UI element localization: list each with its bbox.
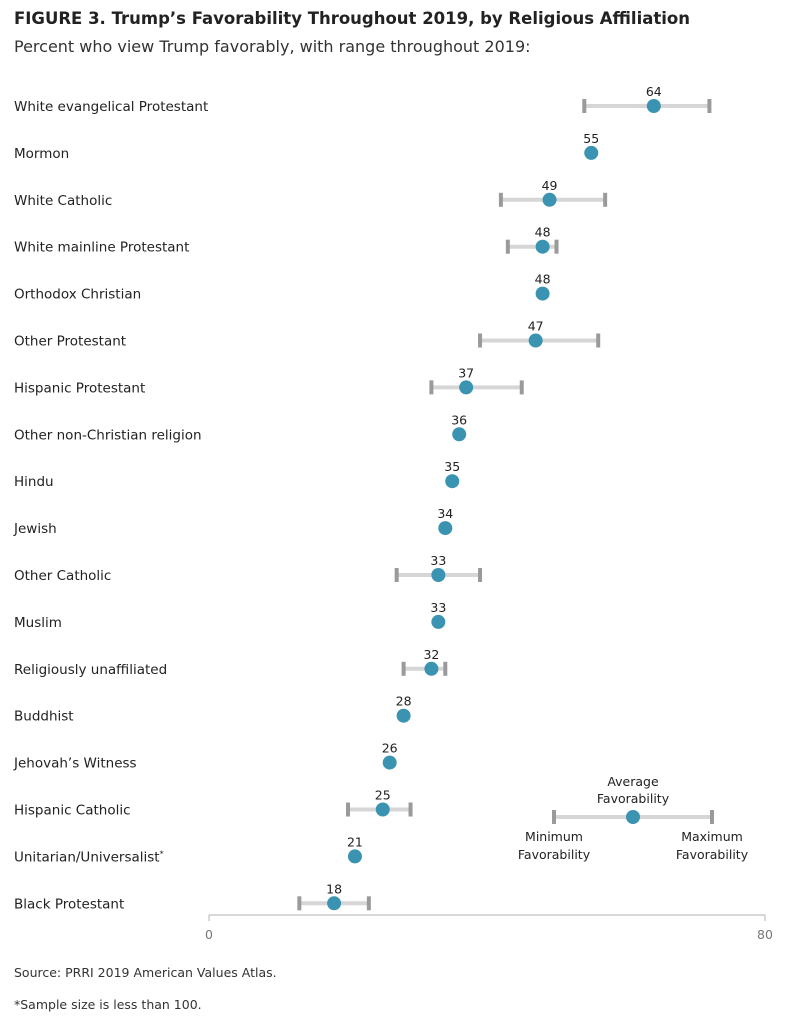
category-label-other-non-christian-religion: Other non-Christian religion — [14, 427, 202, 443]
legend-average-dot — [626, 810, 640, 824]
value-label-white-evangelical-protestant: 64 — [646, 84, 662, 99]
chart-subtitle: Percent who view Trump favorably, with r… — [14, 37, 531, 56]
row-hispanic-catholic-max-cap — [408, 802, 413, 817]
value-label-buddhist: 28 — [396, 694, 412, 709]
dot-religiously-unaffiliated — [424, 661, 439, 676]
row-other-protestant-max-cap — [596, 333, 601, 348]
dot-other-catholic — [431, 568, 446, 582]
legend-average-label-1: Average — [607, 774, 659, 789]
dot-white-mainline-protestant — [535, 239, 550, 254]
legend-max-cap — [710, 810, 714, 824]
sample-size-note: *Sample size is less than 100. — [14, 997, 202, 1012]
value-label-jewish: 34 — [437, 506, 453, 521]
category-label-black-protestant: Black Protestant — [14, 896, 124, 912]
dot-jehovah-s-witness — [382, 755, 397, 770]
value-label-muslim: 33 — [430, 600, 446, 615]
legend-average-label-2: Favorability — [597, 791, 670, 806]
category-label-white-catholic: White Catholic — [14, 193, 112, 209]
row-religiously-unaffiliated-max-cap — [443, 661, 448, 676]
value-label-hispanic-catholic: 25 — [375, 788, 391, 803]
value-label-other-catholic: 33 — [430, 553, 446, 568]
dot-white-evangelical-protestant — [646, 99, 661, 113]
value-label-hispanic-protestant: 37 — [458, 365, 474, 380]
legend-max-label-2: Favorability — [676, 847, 749, 862]
value-label-unitarian-universalist: 21 — [347, 834, 363, 849]
dot-range-chart: White evangelical Protestant 64 Mormon 55 Wh… — [13, 84, 773, 942]
category-label-jehovah-s-witness: Jehovah’s Witness — [13, 756, 137, 772]
category-label-muslim: Muslim — [14, 615, 62, 631]
dot-unitarian-universalist — [347, 849, 362, 864]
legend-min-label-2: Favorability — [518, 847, 591, 862]
category-label-religiously-unaffiliated: Religiously unaffiliated — [14, 662, 167, 678]
category-label-hindu: Hindu — [14, 474, 54, 490]
category-label-other-catholic: Other Catholic — [14, 568, 111, 584]
dot-orthodox-christian — [535, 286, 550, 301]
dot-hispanic-protestant — [459, 380, 474, 395]
row-hispanic-catholic-min-cap — [346, 802, 350, 817]
value-label-orthodox-christian: 48 — [535, 272, 551, 287]
value-label-mormon: 55 — [583, 131, 599, 146]
row-white-evangelical-protestant-min-cap — [582, 99, 587, 113]
category-label-mormon: Mormon — [14, 146, 69, 162]
row-other-catholic-min-cap — [394, 568, 399, 582]
category-label-orthodox-christian: Orthodox Christian — [14, 287, 141, 303]
category-label-white-evangelical-protestant: White evangelical Protestant — [14, 99, 208, 115]
row-other-protestant-min-cap — [478, 333, 483, 348]
row-hispanic-protestant-max-cap — [519, 380, 524, 395]
source-note: Source: PRRI 2019 American Values Atlas. — [14, 965, 277, 980]
category-label-buddhist: Buddhist — [14, 709, 74, 725]
value-label-jehovah-s-witness: 26 — [382, 741, 398, 756]
category-label-other-protestant: Other Protestant — [14, 334, 126, 350]
sample-size-marker: * — [160, 849, 164, 858]
row-religiously-unaffiliated-min-cap — [401, 661, 406, 676]
row-white-mainline-protestant-min-cap — [505, 239, 510, 254]
dot-black-protestant — [327, 896, 342, 911]
dot-mormon — [584, 145, 599, 160]
value-label-religiously-unaffiliated: 32 — [423, 647, 439, 662]
value-label-other-non-christian-religion: 36 — [451, 412, 467, 427]
category-label-jewish: Jewish — [13, 521, 57, 537]
row-white-evangelical-protestant-max-cap — [707, 99, 712, 113]
dot-jewish — [438, 521, 453, 536]
row-black-protestant-min-cap — [297, 896, 302, 911]
dot-hindu — [445, 474, 460, 489]
value-label-black-protestant: 18 — [326, 881, 342, 896]
row-white-catholic-min-cap — [498, 192, 503, 207]
category-label-hispanic-protestant: Hispanic Protestant — [14, 380, 145, 396]
row-white-mainline-protestant-max-cap — [554, 239, 559, 254]
category-label-unitarian-universalist: Unitarian/Universalist* — [14, 849, 164, 865]
dot-other-protestant — [528, 333, 543, 348]
dot-muslim — [431, 614, 446, 629]
category-label-white-mainline-protestant: White mainline Protestant — [14, 240, 189, 256]
value-label-hindu: 35 — [444, 459, 460, 474]
legend-max-label-1: Maximum — [681, 829, 743, 844]
row-other-catholic-max-cap — [478, 568, 483, 582]
dot-white-catholic — [542, 192, 557, 207]
row-white-catholic-max-cap — [603, 192, 608, 207]
value-label-white-mainline-protestant: 48 — [535, 225, 551, 240]
dot-other-non-christian-religion — [452, 427, 467, 442]
chart-title: FIGURE 3. Trump’s Favorability Throughou… — [14, 9, 691, 28]
row-hispanic-protestant-min-cap — [429, 380, 434, 395]
dot-buddhist — [396, 708, 411, 723]
legend-min-cap — [552, 810, 556, 824]
row-black-protestant-max-cap — [366, 896, 371, 911]
legend-min-label-1: Minimum — [525, 829, 583, 844]
category-label-hispanic-catholic: Hispanic Catholic — [14, 803, 131, 819]
value-label-other-protestant: 47 — [528, 319, 544, 334]
value-label-white-catholic: 49 — [542, 178, 558, 193]
x-tick-label-80: 80 — [757, 927, 773, 942]
x-tick-label-0: 0 — [205, 927, 213, 942]
dot-hispanic-catholic — [375, 802, 390, 817]
